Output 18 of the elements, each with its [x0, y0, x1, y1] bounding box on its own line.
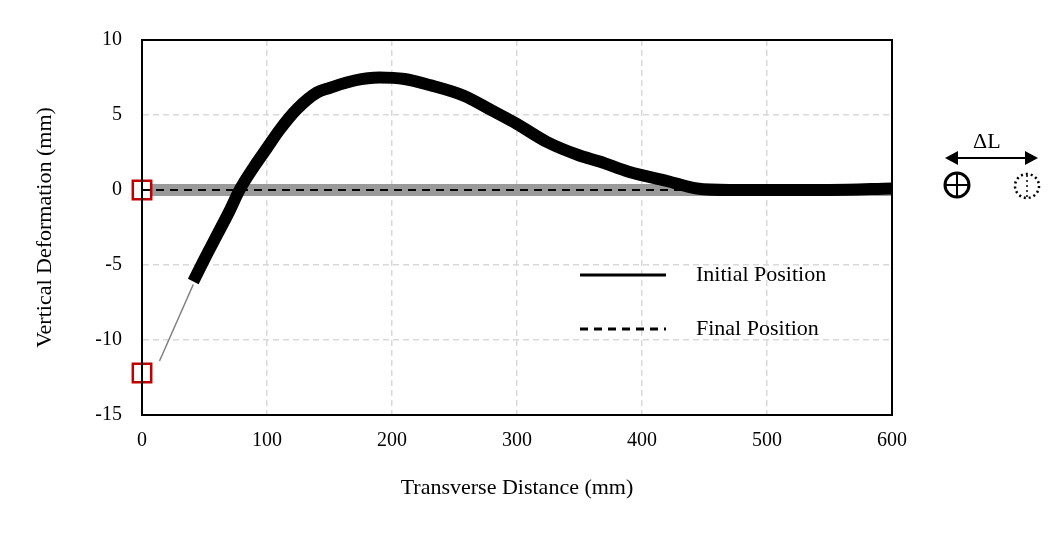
x-tick-label: 100 [252, 428, 282, 451]
x-tick-label: 300 [502, 428, 532, 451]
x-tick-label: 200 [377, 428, 407, 451]
x-tick-label: 600 [877, 428, 907, 451]
x-tick-label: 500 [752, 428, 782, 451]
legend-label: Initial Position [696, 260, 827, 286]
y-tick-label: -10 [95, 327, 122, 350]
x-tick-label: 0 [137, 428, 147, 451]
x-axis-title: Transverse Distance (mm) [400, 473, 634, 499]
legend-label: Final Position [696, 314, 819, 340]
text: ΔL [973, 128, 1001, 154]
y-tick-label: -5 [105, 252, 122, 275]
x-tick-label: 400 [627, 428, 657, 451]
y-tick-label: -15 [95, 402, 122, 425]
y-tick-label: 10 [102, 27, 122, 50]
y-tick-label: 5 [112, 102, 122, 125]
y-tick-label: 0 [112, 177, 122, 200]
y-axis-title: Vertical Deformation (mm) [30, 107, 56, 348]
